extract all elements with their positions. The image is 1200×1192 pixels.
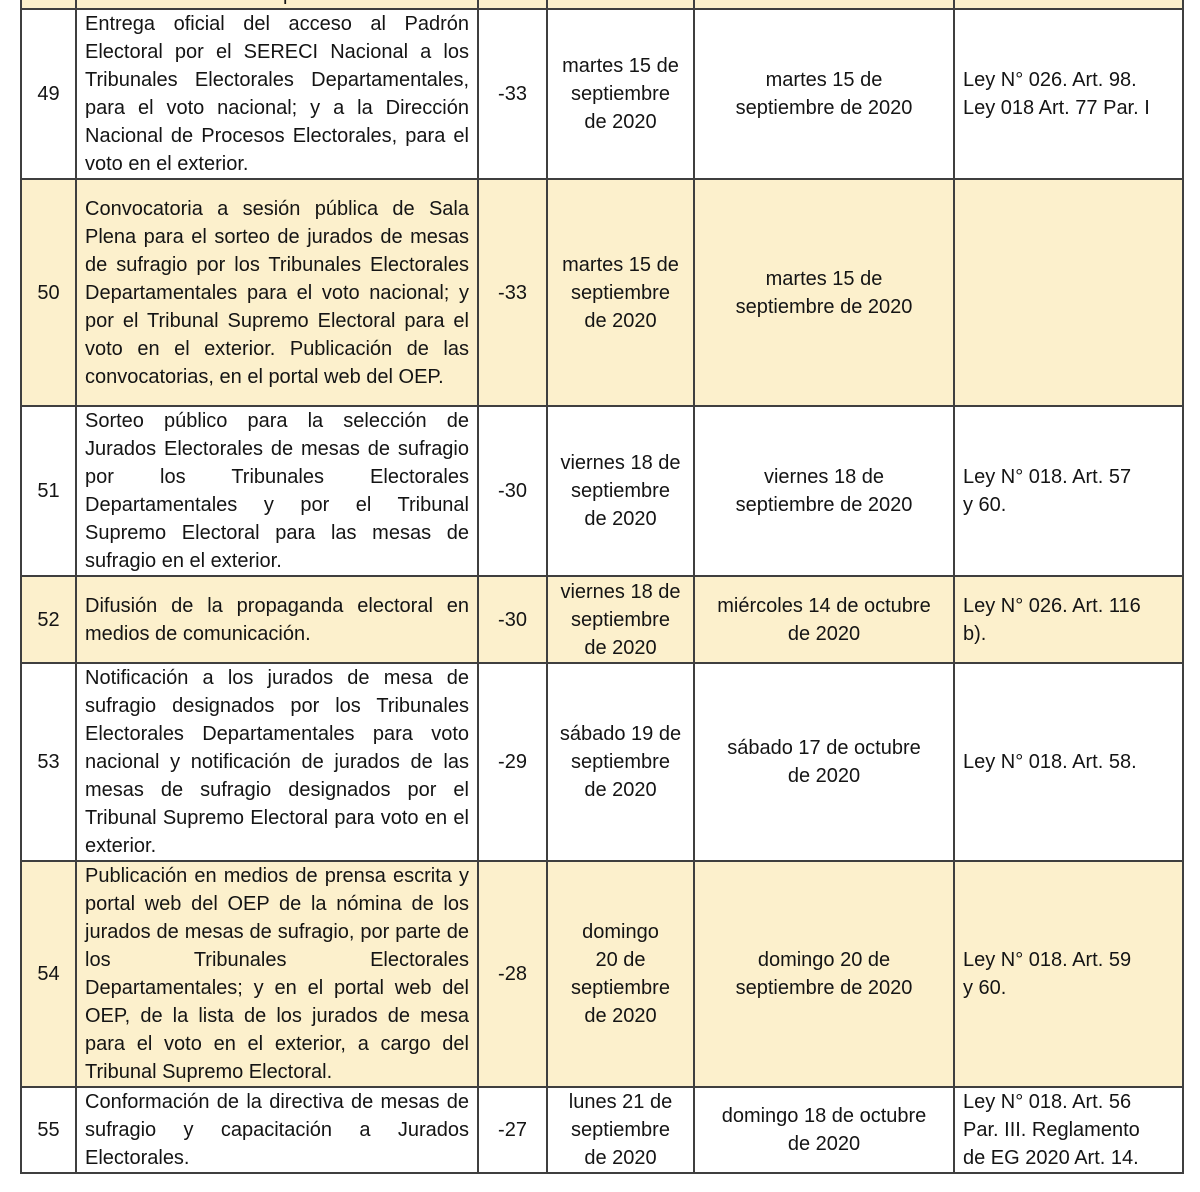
cell-date-original <box>546 0 695 10</box>
cell-date-adjusted: martes 15 de septiembre de 2020 <box>693 8 955 180</box>
cell-days: -29 <box>477 662 548 862</box>
table-row: 53 Notificación a los jurados de mesa de… <box>20 662 1184 862</box>
cell-date-adjusted: miércoles 14 de octubre de 2020 <box>693 575 955 664</box>
cell-activity: Notificación a los jurados de mesa de su… <box>75 662 479 862</box>
cell-date-adjusted: domingo 18 de octubre de 2020 <box>693 1086 955 1174</box>
cell-days: -27 <box>477 1086 548 1174</box>
cell-days: -28 <box>477 860 548 1088</box>
cell-activity: Difusión de la propaganda electoral en m… <box>75 575 479 664</box>
cell-date-original: martes 15 de septiembre de 2020 <box>546 8 695 180</box>
cell-date-adjusted: martes 15 de septiembre de 2020 <box>693 178 955 407</box>
cell-date-adjusted: sábado 17 de octubre de 2020 <box>693 662 955 862</box>
cell-activity: Conformación de la directiva de mesas de… <box>75 1086 479 1174</box>
cell-number: 49 <box>20 8 77 180</box>
cell-days: -30 <box>477 575 548 664</box>
cell-number <box>20 0 77 10</box>
cell-number: 54 <box>20 860 77 1088</box>
cell-activity: Entrega oficial del acceso al Padrón Ele… <box>75 8 479 180</box>
cell-legal-basis <box>953 0 1184 10</box>
cell-activity: Sorteo público para la selección de Jura… <box>75 405 479 577</box>
cell-activity: Publicación en medios de prensa escrita … <box>75 860 479 1088</box>
cell-number: 55 <box>20 1086 77 1174</box>
cell-date-original: sábado 19 de septiembre de 2020 <box>546 662 695 862</box>
table-row: 52 Difusión de la propaganda electoral e… <box>20 575 1184 664</box>
electoral-calendar-table: p 49 Entrega oficial del acceso al Padró… <box>20 0 1184 1174</box>
cell-legal-basis: Ley N° 018. Art. 56 Par. III. Reglamento… <box>953 1086 1184 1174</box>
cell-days: -33 <box>477 178 548 407</box>
table-row: 55 Conformación de la directiva de mesas… <box>20 1086 1184 1174</box>
cell-date-original: domingo 20 de septiembre de 2020 <box>546 860 695 1088</box>
cell-date-adjusted: domingo 20 de septiembre de 2020 <box>693 860 955 1088</box>
cell-legal-basis: Ley N° 018. Art. 58. <box>953 662 1184 862</box>
cell-activity: Convocatoria a sesión pública de Sala Pl… <box>75 178 479 407</box>
cell-number: 53 <box>20 662 77 862</box>
cell-activity: p <box>75 0 479 10</box>
table-row: 49 Entrega oficial del acceso al Padrón … <box>20 8 1184 180</box>
cell-days: -33 <box>477 8 548 180</box>
cell-number: 50 <box>20 178 77 407</box>
table-row-partial: p <box>20 0 1184 10</box>
cell-date-adjusted: viernes 18 de septiembre de 2020 <box>693 405 955 577</box>
table-row: 54 Publicación en medios de prensa escri… <box>20 860 1184 1088</box>
cell-days <box>477 0 548 10</box>
cell-number: 51 <box>20 405 77 577</box>
cell-date-adjusted <box>693 0 955 10</box>
cell-date-original: viernes 18 de septiembre de 2020 <box>546 405 695 577</box>
cell-legal-basis <box>953 178 1184 407</box>
table-row: 51 Sorteo público para la selección de J… <box>20 405 1184 577</box>
cell-legal-basis: Ley N° 018. Art. 57 y 60. <box>953 405 1184 577</box>
cell-days: -30 <box>477 405 548 577</box>
table-row: 50 Convocatoria a sesión pública de Sala… <box>20 178 1184 407</box>
cell-legal-basis: Ley N° 026. Art. 98. Ley 018 Art. 77 Par… <box>953 8 1184 180</box>
cell-date-original: lunes 21 de septiembre de 2020 <box>546 1086 695 1174</box>
cell-date-original: martes 15 de septiembre de 2020 <box>546 178 695 407</box>
cell-legal-basis: Ley N° 026. Art. 116 b). <box>953 575 1184 664</box>
cell-number: 52 <box>20 575 77 664</box>
cell-date-original: viernes 18 de septiembre de 2020 <box>546 575 695 664</box>
calendar-table-body: p 49 Entrega oficial del acceso al Padró… <box>20 0 1184 1174</box>
cell-legal-basis: Ley N° 018. Art. 59 y 60. <box>953 860 1184 1088</box>
partial-text-descender: p <box>283 0 294 7</box>
